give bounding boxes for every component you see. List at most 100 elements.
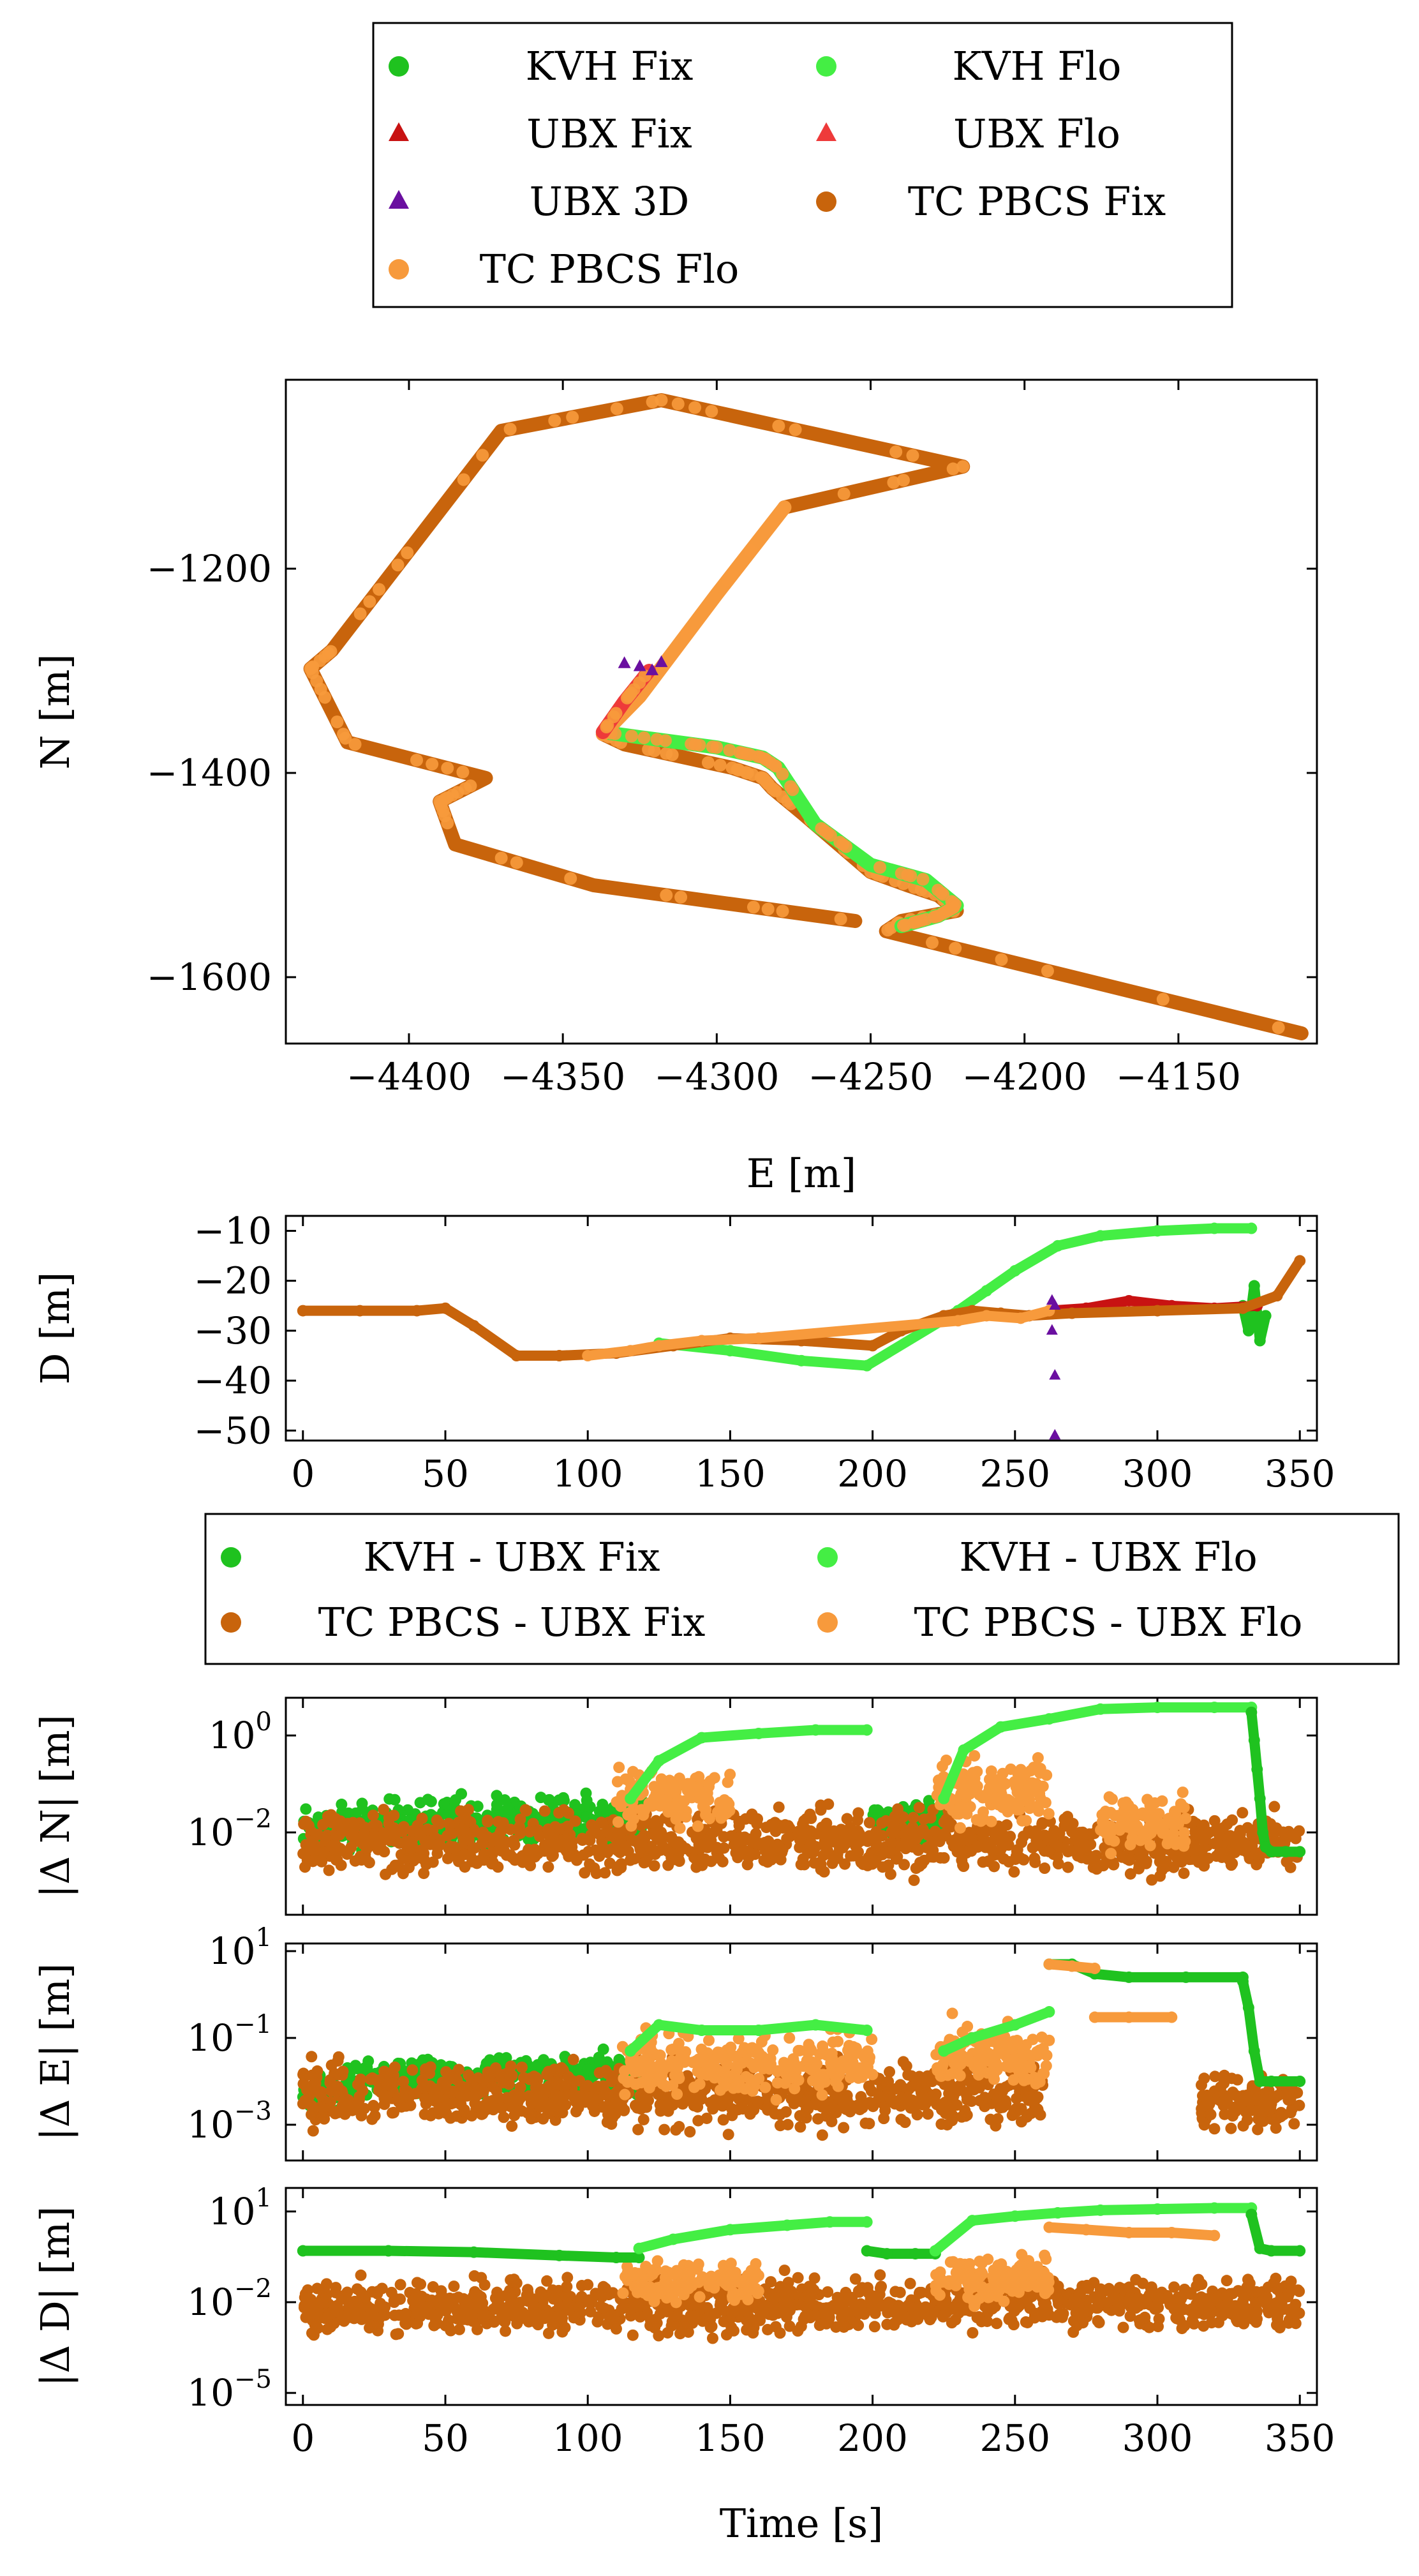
diff-point <box>798 1859 810 1871</box>
d-point <box>553 1350 565 1362</box>
y-tick-label: 101 <box>209 1923 272 1973</box>
diff-point <box>695 2025 708 2036</box>
diff-point <box>942 2069 954 2081</box>
trajectory-point <box>896 474 910 487</box>
diff-point <box>789 2083 801 2095</box>
legend-marker <box>816 56 836 77</box>
d-point <box>1271 1290 1283 1302</box>
diff-point <box>974 2056 986 2069</box>
trajectory-point <box>949 941 962 955</box>
legend-marker <box>389 56 409 77</box>
diff-point <box>491 2286 503 2298</box>
trajectory-point <box>772 419 785 433</box>
trajectory-point <box>324 645 338 658</box>
diff-point <box>1244 1851 1256 1863</box>
diff-point <box>507 1852 519 1864</box>
diff-point <box>604 1857 616 1869</box>
trajectory-point <box>688 401 702 414</box>
trajectory-point <box>766 515 780 528</box>
diff-point <box>576 2291 588 2303</box>
diff-point <box>472 2323 484 2335</box>
diff-point <box>778 2265 791 2277</box>
diff-point <box>451 2074 463 2086</box>
diff-point <box>741 1859 754 1871</box>
diff-point <box>958 2051 970 2063</box>
diff-point <box>406 2064 419 2076</box>
diff-point <box>1270 2122 1282 2134</box>
diff-point <box>1124 1868 1136 1880</box>
trajectory-point <box>337 728 350 741</box>
legend-label: KVH - UBX Fix <box>364 1534 660 1580</box>
trajectory-point <box>510 856 523 869</box>
trajectory-point <box>680 627 694 641</box>
diff-point <box>762 1856 774 1868</box>
diff-point <box>815 1804 827 1816</box>
diff-point <box>601 2067 613 2079</box>
diff-point <box>808 1846 820 1858</box>
diff-point <box>886 1837 898 1849</box>
diff-point <box>953 1834 965 1846</box>
diff-point <box>1004 2061 1016 2073</box>
diff-point <box>576 1834 588 1846</box>
diff-point <box>553 2078 565 2090</box>
diff-point <box>1043 2006 1055 2018</box>
diff-point <box>1161 1838 1173 1850</box>
diff-point <box>868 2321 880 2333</box>
legend-marker <box>389 122 409 142</box>
diff-point <box>946 2007 958 2019</box>
diff-point <box>1270 1822 1282 1834</box>
diff-point <box>1209 2071 1221 2083</box>
diff-point <box>1107 1856 1119 1868</box>
diff-point <box>418 1868 430 1880</box>
diff-point <box>788 2057 800 2069</box>
diff-point <box>525 2097 537 2109</box>
diff-point <box>1027 2033 1039 2046</box>
diff-point <box>821 1845 833 1857</box>
diff-point <box>350 1807 362 1819</box>
diff-point <box>1218 1846 1230 1859</box>
diff-point <box>961 1808 973 1820</box>
legend-label: UBX 3D <box>530 178 690 225</box>
diff-point <box>1293 2099 1305 2111</box>
d-point <box>1123 1294 1135 1307</box>
trajectory-point <box>331 715 344 728</box>
diff-point <box>465 2079 477 2091</box>
chart-ne-trajectory: −4400 −4350 −4300 −4250 −4200 −4150−1200−1400… <box>32 378 1318 1197</box>
diff-point <box>866 2033 878 2046</box>
diff-point <box>557 1792 569 1804</box>
diff-point <box>498 2111 510 2123</box>
diff-point <box>389 2061 401 2073</box>
diff-point <box>1103 1791 1115 1803</box>
trajectory-point <box>705 405 718 418</box>
diff-point <box>904 2277 916 2289</box>
diff-point <box>366 2113 378 2125</box>
diff-point <box>700 1804 712 1816</box>
diff-point <box>541 2069 553 2081</box>
diff-point <box>853 1829 865 1841</box>
diff-point <box>1263 2085 1275 2097</box>
d-point <box>1294 1255 1306 1267</box>
legend-label: UBX Flo <box>953 110 1120 157</box>
diff-point <box>1279 1846 1291 1858</box>
diff-point <box>978 1813 990 1825</box>
diff-point <box>360 1853 372 1865</box>
diff-point <box>443 2074 455 2086</box>
diff-point <box>329 2108 341 2120</box>
diff-point <box>979 2092 991 2104</box>
diff-point <box>401 1835 413 1847</box>
diff-point <box>1039 1797 1051 1809</box>
diff-point <box>458 2106 470 2118</box>
diff-point <box>405 2099 417 2111</box>
diff-point <box>817 2040 829 2052</box>
diff-point <box>826 2115 838 2127</box>
diff-point <box>1104 1834 1116 1846</box>
chart-dn-ylabel: |Δ N| [m] <box>32 1714 78 1898</box>
diff-point <box>1248 1734 1260 1746</box>
diff-point <box>480 2057 493 2069</box>
diff-point <box>1007 2035 1020 2048</box>
chart-d-time: 0 50 100 150 200 250 300 350−10−20−30−40−50 D [… <box>32 1209 1335 1495</box>
d-point <box>582 1350 594 1362</box>
diff-point <box>770 2094 782 2106</box>
diff-point <box>998 1793 1010 1805</box>
diff-point <box>778 2056 790 2069</box>
